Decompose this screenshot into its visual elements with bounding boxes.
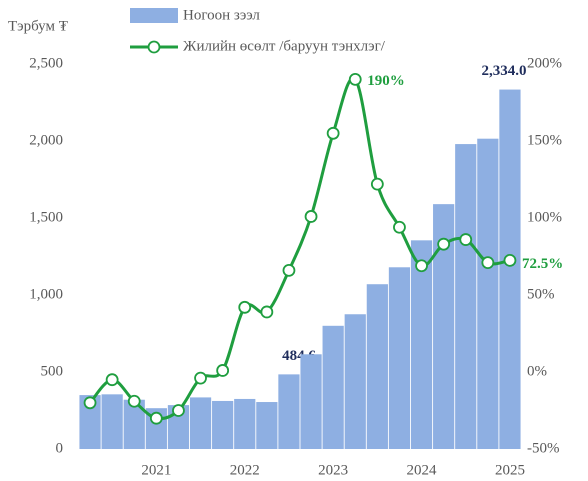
y2-tick-label: -50% bbox=[527, 440, 560, 456]
bar bbox=[477, 138, 499, 449]
bar bbox=[322, 325, 344, 449]
line-marker bbox=[459, 233, 473, 246]
y-axis-label: Тэрбум ₮ bbox=[8, 18, 68, 34]
line-marker bbox=[415, 259, 428, 273]
y2-tick-label: 100% bbox=[527, 209, 562, 225]
y2-tick-label: 0% bbox=[527, 363, 547, 379]
bar bbox=[433, 204, 455, 449]
x-tick-label: 2023 bbox=[318, 462, 348, 478]
x-tick-label: 2022 bbox=[230, 462, 260, 478]
line-marker bbox=[216, 364, 230, 377]
line-marker bbox=[348, 73, 362, 86]
line-marker bbox=[194, 371, 207, 385]
y-tick-label: 2,000 bbox=[29, 132, 63, 148]
bar bbox=[455, 144, 477, 449]
legend-label: Ногоон зээл bbox=[183, 7, 260, 23]
legend-marker bbox=[147, 40, 161, 54]
x-tick-label: 2021 bbox=[141, 462, 171, 478]
bar bbox=[499, 89, 521, 450]
bar bbox=[234, 398, 256, 449]
legend-swatch bbox=[130, 8, 178, 23]
bar bbox=[212, 400, 234, 449]
x-tick-label: 2025 bbox=[495, 462, 525, 478]
line-marker bbox=[83, 396, 97, 410]
line-marker bbox=[393, 220, 406, 234]
bar bbox=[300, 354, 322, 449]
line-marker bbox=[105, 373, 119, 387]
bar bbox=[189, 397, 212, 449]
y2-tick-label: 50% bbox=[527, 286, 555, 302]
x-tick-label: 2024 bbox=[407, 462, 438, 478]
value-label: 72.5% bbox=[522, 256, 563, 272]
line-marker bbox=[172, 404, 185, 417]
line-marker bbox=[238, 300, 252, 314]
bar bbox=[344, 314, 366, 449]
line-marker bbox=[370, 177, 384, 191]
bar bbox=[410, 240, 433, 449]
line-marker bbox=[481, 256, 495, 270]
value-label: 2,334.0 bbox=[481, 63, 526, 79]
line-marker bbox=[127, 394, 141, 408]
bar bbox=[256, 402, 278, 449]
value-label: 190% bbox=[367, 73, 405, 89]
y-tick-label: 2,500 bbox=[29, 55, 63, 71]
y2-tick-label: 200% bbox=[527, 55, 562, 71]
legend-label: Жилийн өсөлт /баруун тэнхлэг/ bbox=[183, 38, 386, 54]
y-tick-label: 1,000 bbox=[29, 286, 63, 302]
bar bbox=[388, 267, 411, 449]
y-tick-label: 500 bbox=[41, 363, 64, 379]
bar bbox=[278, 374, 300, 449]
line-marker bbox=[304, 210, 318, 223]
bar bbox=[123, 399, 145, 449]
line-marker bbox=[437, 237, 451, 251]
bar bbox=[366, 284, 388, 449]
line-marker bbox=[260, 305, 274, 319]
y2-tick-label: 150% bbox=[527, 132, 562, 148]
y-tick-label: 0 bbox=[56, 440, 64, 456]
line-marker bbox=[326, 126, 340, 140]
line-marker bbox=[282, 263, 296, 277]
bar bbox=[79, 395, 101, 449]
bar bbox=[101, 394, 123, 449]
y-tick-label: 1,500 bbox=[29, 209, 63, 225]
line-marker bbox=[503, 253, 517, 267]
line-marker bbox=[149, 411, 163, 425]
